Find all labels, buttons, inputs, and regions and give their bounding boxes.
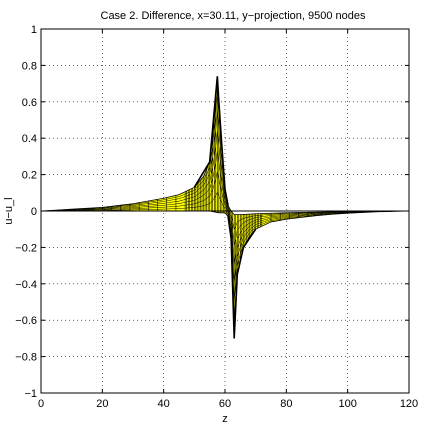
x-tick-label: 80 [280,398,292,410]
y-tick-label: −1 [24,388,37,400]
chart-title: Case 2. Difference, x=30.11, y−projectio… [101,10,366,22]
x-tick-label: 60 [219,398,231,410]
mesh-peak-edge [193,76,229,206]
plot-area: 0 20 40 60 80 100 120 −1 −0.8 −0.6 −0.4 −0.2 0 0.2 0.4… [15,24,418,410]
y-axis-label: u−u_l [3,197,15,224]
y-tick-label: 0.8 [22,60,37,72]
x-tick-label: 0 [38,398,44,410]
mesh-trough-edge [227,216,257,339]
y-tick-label: 0 [31,206,37,218]
y-tick-label: 1 [31,24,37,36]
x-tick-label: 120 [400,398,418,410]
x-tick-label: 100 [338,398,356,410]
x-tick-label: 40 [158,398,170,410]
y-tick-label: −0.4 [15,279,37,291]
y-tick-label: −0.6 [15,315,37,327]
y-tick-label: −0.2 [15,242,37,254]
x-axis-label: z [222,413,228,425]
y-tick-label: 0.2 [22,170,37,182]
x-tick-label: 20 [96,398,108,410]
y-tick-label: −0.8 [15,352,37,364]
y-tick-label: 0.4 [22,133,37,145]
y-tick-label: 0.6 [22,97,37,109]
